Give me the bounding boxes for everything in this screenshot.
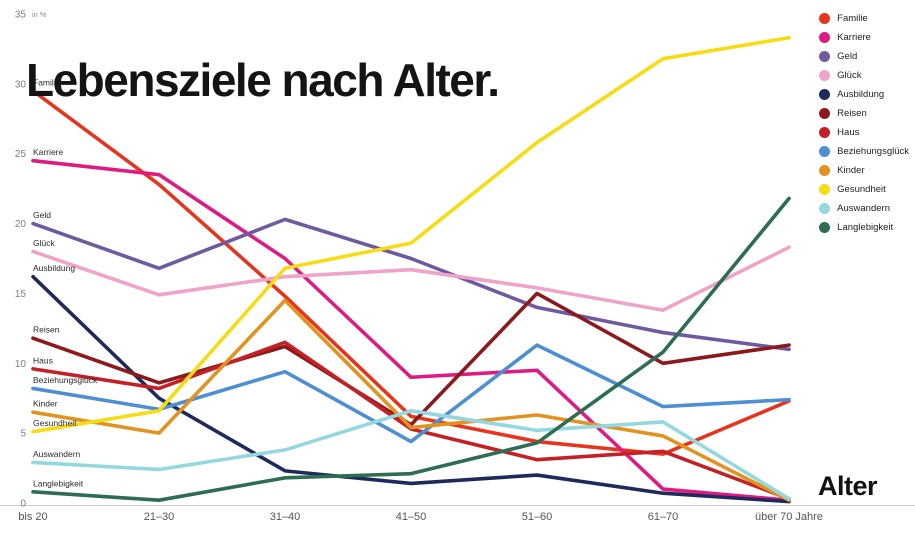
y-tick-label: 25 xyxy=(15,149,27,160)
legend-dot-beziehungsgluck xyxy=(819,146,831,157)
x-tick-label-bis-20: bis 20 xyxy=(18,511,47,523)
series-line-familie xyxy=(31,89,791,456)
legend-dot-auswandern xyxy=(819,203,831,214)
legend-item-haus: Haus xyxy=(819,127,909,138)
legend-label-geld: Geld xyxy=(837,51,858,62)
series-line-auswandern xyxy=(31,408,791,501)
legend-label-familie: Familie xyxy=(837,13,868,24)
legend-label-karriere: Karriere xyxy=(837,32,871,43)
page-title: Lebensziele nach Alter. xyxy=(26,53,500,106)
legend-item-auswandern: Auswandern xyxy=(819,203,909,214)
series-line-geld xyxy=(31,217,791,352)
y-tick-label: 30 xyxy=(15,79,27,90)
legend: Familie Karriere Geld Glück Ausbildung Reisen… xyxy=(819,13,909,233)
series-start-label-gluck: Glück xyxy=(33,238,55,248)
legend-dot-haus xyxy=(819,127,831,138)
legend-dot-geld xyxy=(819,51,831,62)
series-start-label-ausbildung: Ausbildung xyxy=(33,263,75,273)
x-axis-title: Alter xyxy=(818,471,878,501)
series-line-ausbildung xyxy=(31,274,791,504)
legend-item-karriere: Karriere xyxy=(819,32,909,43)
x-tick-label-31-40: 31–40 xyxy=(270,511,301,523)
series-start-label-reisen: Reisen xyxy=(33,325,60,335)
legend-item-familie: Familie xyxy=(819,13,909,24)
legend-label-reisen: Reisen xyxy=(837,108,867,119)
legend-label-langlebigkeit: Langlebigkeit xyxy=(837,222,894,233)
legend-label-ausbildung: Ausbildung xyxy=(837,89,885,100)
series-start-label-geld: Geld xyxy=(33,210,51,220)
series-start-label-kinder: Kinder xyxy=(33,399,58,409)
legend-dot-karriere xyxy=(819,32,831,43)
legend-item-beziehungsgluck: Beziehungsglück xyxy=(819,146,909,157)
legend-item-langlebigkeit: Langlebigkeit xyxy=(819,222,909,233)
legend-item-gesundheit: Gesundheit xyxy=(819,184,909,195)
y-tick-label: 35 xyxy=(15,10,27,21)
series-start-label-karriere: Karriere xyxy=(33,147,64,157)
series-line-langlebigkeit xyxy=(31,196,791,503)
legend-label-beziehungsgluck: Beziehungsglück xyxy=(837,146,909,157)
legend-item-gluck: Glück xyxy=(819,70,909,81)
legend-label-auswandern: Auswandern xyxy=(837,203,890,214)
y-tick-label: 10 xyxy=(15,359,27,370)
x-tick-label-41-50: 41–50 xyxy=(396,511,427,523)
series-line-gesundheit xyxy=(31,35,791,434)
legend-item-geld: Geld xyxy=(819,51,909,62)
y-tick-label: 15 xyxy=(15,289,27,300)
y-axis-unit-label: in % xyxy=(32,10,47,19)
x-tick-label-uber-70-jahre: über 70 Jahre xyxy=(755,511,823,523)
legend-dot-gluck xyxy=(819,70,831,81)
legend-label-kinder: Kinder xyxy=(837,165,865,176)
legend-item-ausbildung: Ausbildung xyxy=(819,89,909,100)
legend-dot-gesundheit xyxy=(819,184,831,195)
y-tick-label: 0 xyxy=(20,499,26,510)
legend-label-gluck: Glück xyxy=(837,70,862,81)
series-line-reisen xyxy=(31,291,791,427)
legend-label-haus: Haus xyxy=(837,127,860,138)
legend-item-kinder: Kinder xyxy=(819,165,909,176)
legend-dot-familie xyxy=(819,13,831,24)
legend-dot-reisen xyxy=(819,108,831,119)
series-start-label-familie: Familie xyxy=(33,77,61,87)
series-start-label-auswandern: Auswandern xyxy=(33,449,81,459)
legend-dot-kinder xyxy=(819,165,831,176)
x-tick-label-21-30: 21–30 xyxy=(144,511,175,523)
legend-dot-langlebigkeit xyxy=(819,222,831,233)
series-start-label-haus: Haus xyxy=(33,355,53,365)
x-tick-label-51-60: 51–60 xyxy=(522,511,553,523)
legend-label-gesundheit: Gesundheit xyxy=(837,184,886,195)
legend-item-reisen: Reisen xyxy=(819,108,909,119)
series-start-label-beziehungsgluck: Beziehungsglück xyxy=(33,375,98,385)
series-line-gluck xyxy=(31,245,791,312)
series-line-kinder xyxy=(31,298,791,503)
y-tick-label: 5 xyxy=(20,429,26,440)
series-line-karriere xyxy=(31,158,791,503)
x-tick-label-61-70: 61–70 xyxy=(648,511,679,523)
y-tick-label: 20 xyxy=(15,219,27,230)
series-start-label-langlebigkeit: Langlebigkeit xyxy=(33,478,84,488)
legend-dot-ausbildung xyxy=(819,89,831,100)
series-start-label-gesundheit: Gesundheit xyxy=(33,418,77,428)
